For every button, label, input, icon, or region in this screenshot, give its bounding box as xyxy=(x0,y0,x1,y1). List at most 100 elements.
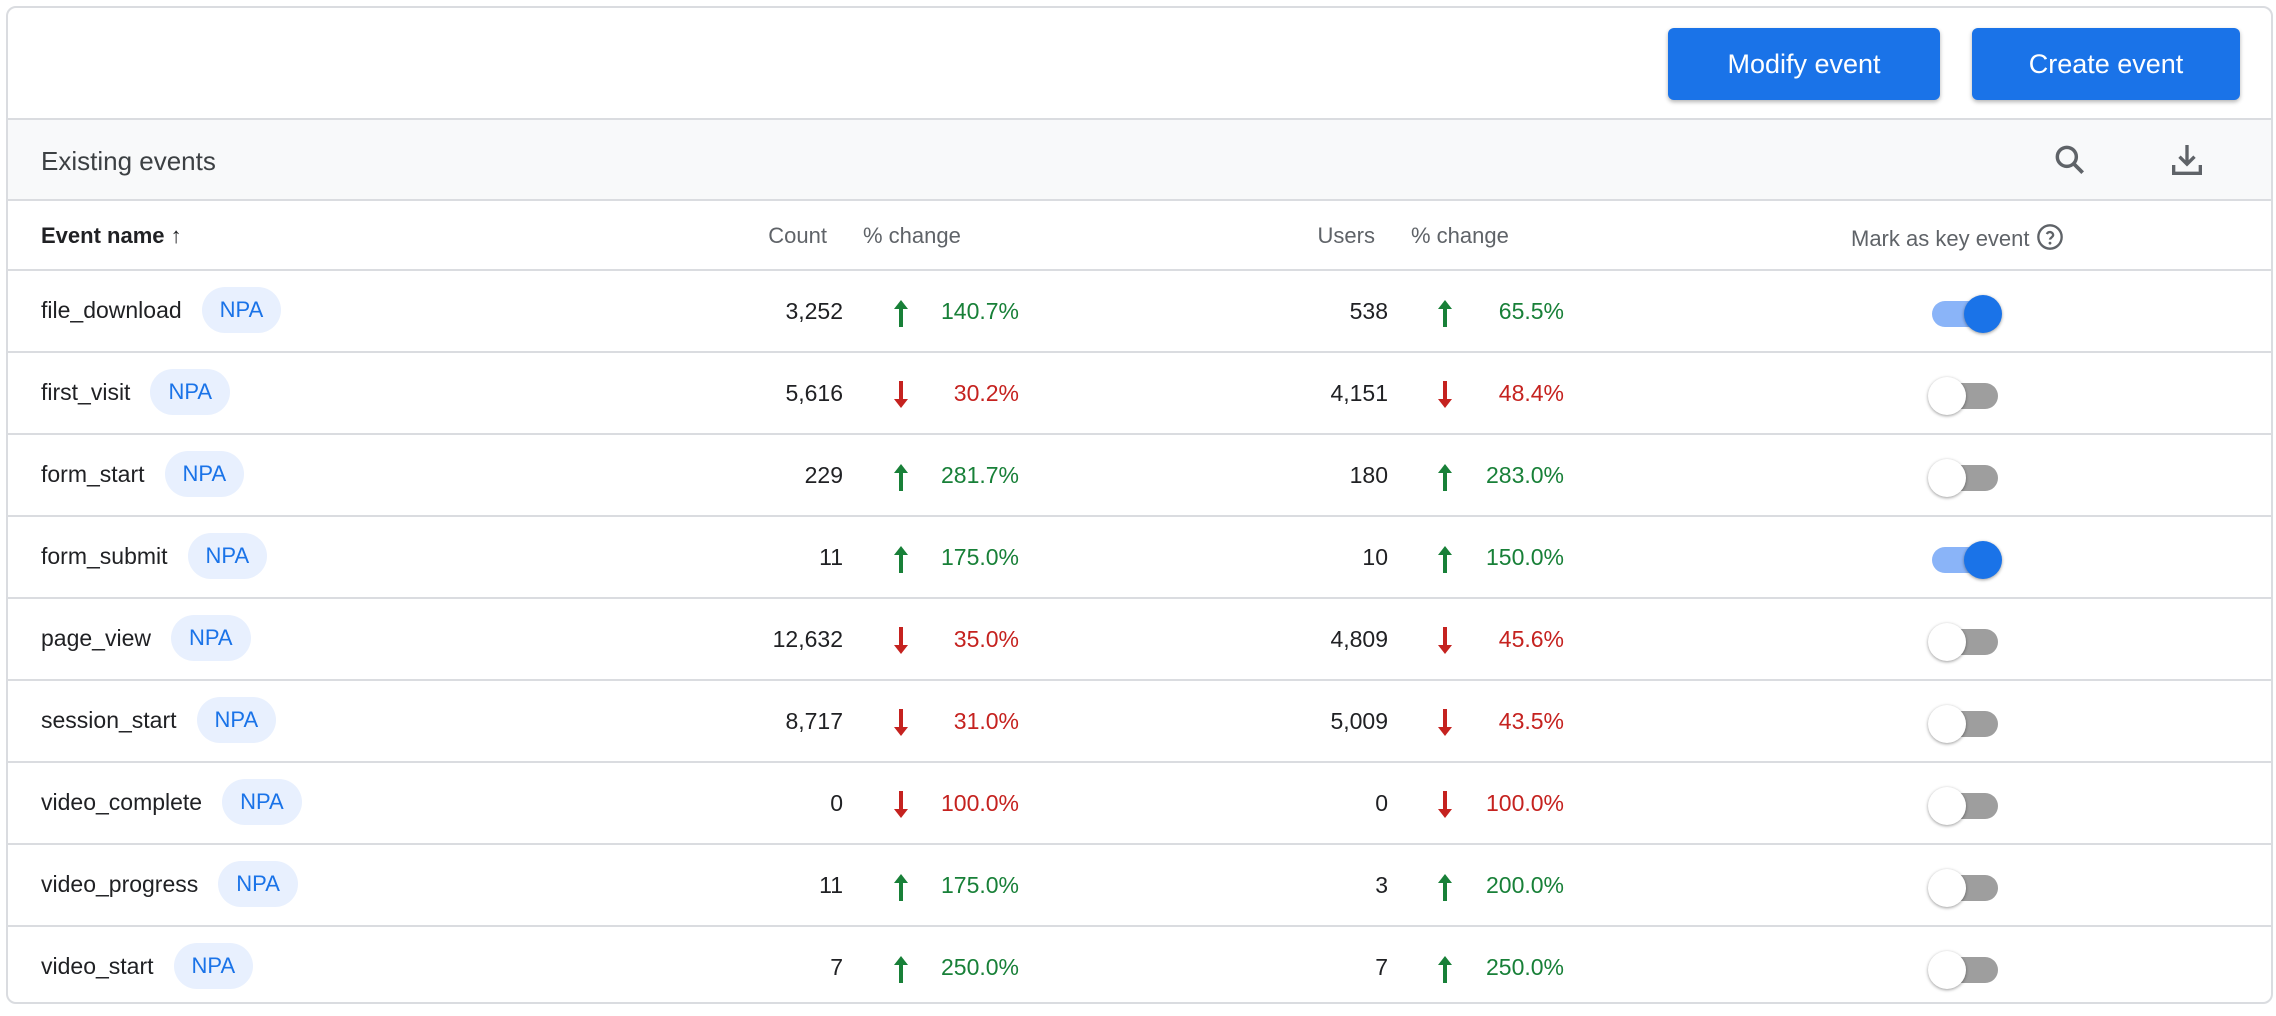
users-change: 283.0% xyxy=(1485,462,1564,488)
toggle-knob xyxy=(1928,459,1966,497)
event-name[interactable]: video_progress xyxy=(41,870,199,897)
npa-badge: NPA xyxy=(201,287,282,333)
key-event-toggle[interactable] xyxy=(1930,541,2002,579)
table-row[interactable]: session_start NPA 8,717 31.0% 5,009 43.5… xyxy=(8,681,2271,763)
key-event-toggle[interactable] xyxy=(1930,295,2002,333)
event-name[interactable]: video_complete xyxy=(41,788,203,815)
arrow-down-icon xyxy=(1435,708,1455,738)
column-key-event: Mark as key event xyxy=(1851,223,2064,252)
create-event-button[interactable]: Create event xyxy=(1972,28,2240,100)
users-change: 43.5% xyxy=(1498,708,1564,734)
count-value: 8,717 xyxy=(785,708,843,734)
arrow-down-icon xyxy=(891,380,911,410)
arrow-up-icon xyxy=(891,298,911,328)
arrow-down-icon xyxy=(891,790,911,820)
users-value: 180 xyxy=(1349,462,1388,488)
users-value: 538 xyxy=(1349,298,1388,324)
event-name[interactable]: file_download xyxy=(41,296,182,323)
table-row[interactable]: file_download NPA 3,252 140.7% 538 65.5% xyxy=(8,271,2271,353)
table-row[interactable]: video_progress NPA 11 175.0% 3 200.0% xyxy=(8,845,2271,927)
key-event-toggle[interactable] xyxy=(1928,623,2000,661)
users-change: 150.0% xyxy=(1485,544,1564,570)
npa-badge: NPA xyxy=(218,861,298,907)
column-users-change[interactable]: % change xyxy=(1411,223,1509,248)
key-event-toggle[interactable] xyxy=(1928,377,2000,415)
toggle-knob xyxy=(1928,951,1966,989)
users-change: 250.0% xyxy=(1485,954,1564,980)
count-change: 281.7% xyxy=(940,462,1019,488)
column-count-change[interactable]: % change xyxy=(863,223,961,248)
arrow-down-icon xyxy=(1435,790,1455,820)
arrow-up-icon xyxy=(1435,462,1455,492)
sort-ascending-icon: ↑ xyxy=(170,223,182,248)
count-change: 31.0% xyxy=(953,708,1019,734)
key-event-toggle[interactable] xyxy=(1928,705,2000,743)
event-name[interactable]: first_visit xyxy=(41,378,131,405)
event-name-cell: page_view NPA xyxy=(41,615,251,661)
key-event-toggle[interactable] xyxy=(1928,459,2000,497)
users-change: 100.0% xyxy=(1485,790,1564,816)
help-icon[interactable] xyxy=(2036,223,2064,251)
arrow-up-icon xyxy=(1435,298,1455,328)
npa-badge: NPA xyxy=(187,533,268,579)
users-value: 3 xyxy=(1375,872,1388,898)
event-name[interactable]: form_start xyxy=(41,460,145,487)
section-header: Existing events xyxy=(8,120,2271,201)
arrow-up-icon xyxy=(1435,872,1455,902)
event-name-cell: session_start NPA xyxy=(41,697,277,743)
count-change: 140.7% xyxy=(940,298,1019,324)
event-name-cell: video_progress NPA xyxy=(41,861,298,907)
toggle-knob xyxy=(1964,541,2002,579)
arrow-down-icon xyxy=(891,708,911,738)
modify-event-button[interactable]: Modify event xyxy=(1668,28,1940,100)
toolbar: Modify event Create event xyxy=(8,8,2271,120)
arrow-up-icon xyxy=(891,544,911,574)
column-label: Mark as key event xyxy=(1851,226,2030,251)
event-name-cell: video_complete NPA xyxy=(41,779,302,825)
table-row[interactable]: video_start NPA 7 250.0% 7 250.0% xyxy=(8,927,2271,1002)
arrow-down-icon xyxy=(1435,380,1455,410)
users-change: 65.5% xyxy=(1498,298,1564,324)
arrow-up-icon xyxy=(891,954,911,984)
count-change: 35.0% xyxy=(953,626,1019,652)
count-change: 175.0% xyxy=(940,544,1019,570)
table-row[interactable]: form_start NPA 229 281.7% 180 283.0% xyxy=(8,435,2271,517)
users-change: 200.0% xyxy=(1485,872,1564,898)
key-event-toggle[interactable] xyxy=(1928,787,2000,825)
users-change: 48.4% xyxy=(1498,380,1564,406)
column-event-name[interactable]: Event name ↑ xyxy=(41,223,182,249)
users-value: 10 xyxy=(1362,544,1388,570)
npa-badge: NPA xyxy=(222,779,302,825)
event-name[interactable]: session_start xyxy=(41,706,177,733)
count-value: 3,252 xyxy=(785,298,843,324)
event-name-cell: form_submit NPA xyxy=(41,533,268,579)
table-row[interactable]: first_visit NPA 5,616 30.2% 4,151 48.4% xyxy=(8,353,2271,435)
users-value: 5,009 xyxy=(1330,708,1388,734)
event-name[interactable]: video_start xyxy=(41,952,154,979)
count-value: 5,616 xyxy=(785,380,843,406)
event-name[interactable]: page_view xyxy=(41,624,151,651)
key-event-toggle[interactable] xyxy=(1928,869,2000,907)
count-change: 30.2% xyxy=(953,380,1019,406)
event-name-cell: file_download NPA xyxy=(41,287,282,333)
toggle-knob xyxy=(1928,787,1966,825)
table-row[interactable]: page_view NPA 12,632 35.0% 4,809 45.6% xyxy=(8,599,2271,681)
arrow-up-icon xyxy=(891,462,911,492)
count-value: 12,632 xyxy=(772,626,843,652)
count-value: 0 xyxy=(830,790,843,816)
users-value: 4,151 xyxy=(1330,380,1388,406)
table-header: Event name ↑ Count % change Users % chan… xyxy=(8,201,2271,271)
count-value: 11 xyxy=(819,544,843,570)
table-row[interactable]: form_submit NPA 11 175.0% 10 150.0% xyxy=(8,517,2271,599)
column-count[interactable]: Count xyxy=(768,223,827,248)
count-change: 175.0% xyxy=(940,872,1019,898)
toggle-knob xyxy=(1928,623,1966,661)
download-icon[interactable] xyxy=(2165,138,2209,182)
event-name-cell: first_visit NPA xyxy=(41,369,231,415)
event-name[interactable]: form_submit xyxy=(41,542,168,569)
search-icon[interactable] xyxy=(2048,138,2092,182)
key-event-toggle[interactable] xyxy=(1928,951,2000,989)
npa-badge: NPA xyxy=(196,697,277,743)
column-users[interactable]: Users xyxy=(1317,223,1375,248)
table-row[interactable]: video_complete NPA 0 100.0% 0 100.0% xyxy=(8,763,2271,845)
